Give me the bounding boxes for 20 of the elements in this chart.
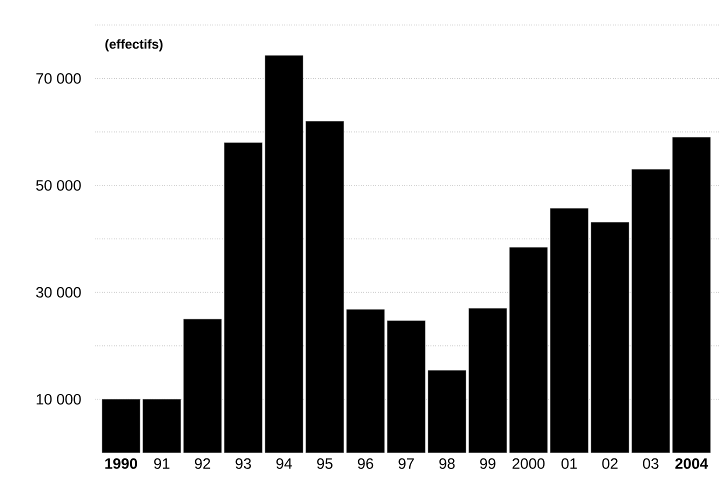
- x-tick-label: 91: [154, 458, 170, 470]
- x-tick-label: 94: [276, 458, 292, 470]
- x-tick-label: 98: [439, 458, 455, 470]
- x-tick-label: 96: [358, 458, 374, 470]
- x-tick-label: 93: [236, 458, 251, 470]
- x-tick-label: 92: [194, 458, 210, 470]
- y-tick-label: 70 000: [36, 73, 81, 84]
- y-tick-label: 30 000: [36, 287, 81, 298]
- x-tick-label: 97: [398, 458, 414, 470]
- x-tick-label: 95: [317, 458, 332, 470]
- x-tick-label: 02: [602, 458, 618, 470]
- x-tick-label: 01: [561, 458, 577, 470]
- x-tick-label: 2000: [512, 458, 545, 470]
- x-tick-label: 1990: [105, 458, 138, 470]
- x-tick-label: 2004: [675, 458, 708, 470]
- x-tick-label: 99: [480, 458, 496, 470]
- y-axis-title: (effectifs): [105, 39, 163, 52]
- y-tick-label: 50 000: [36, 180, 81, 191]
- y-tick-label: 10 000: [36, 394, 81, 405]
- x-tick-label: 03: [642, 458, 658, 470]
